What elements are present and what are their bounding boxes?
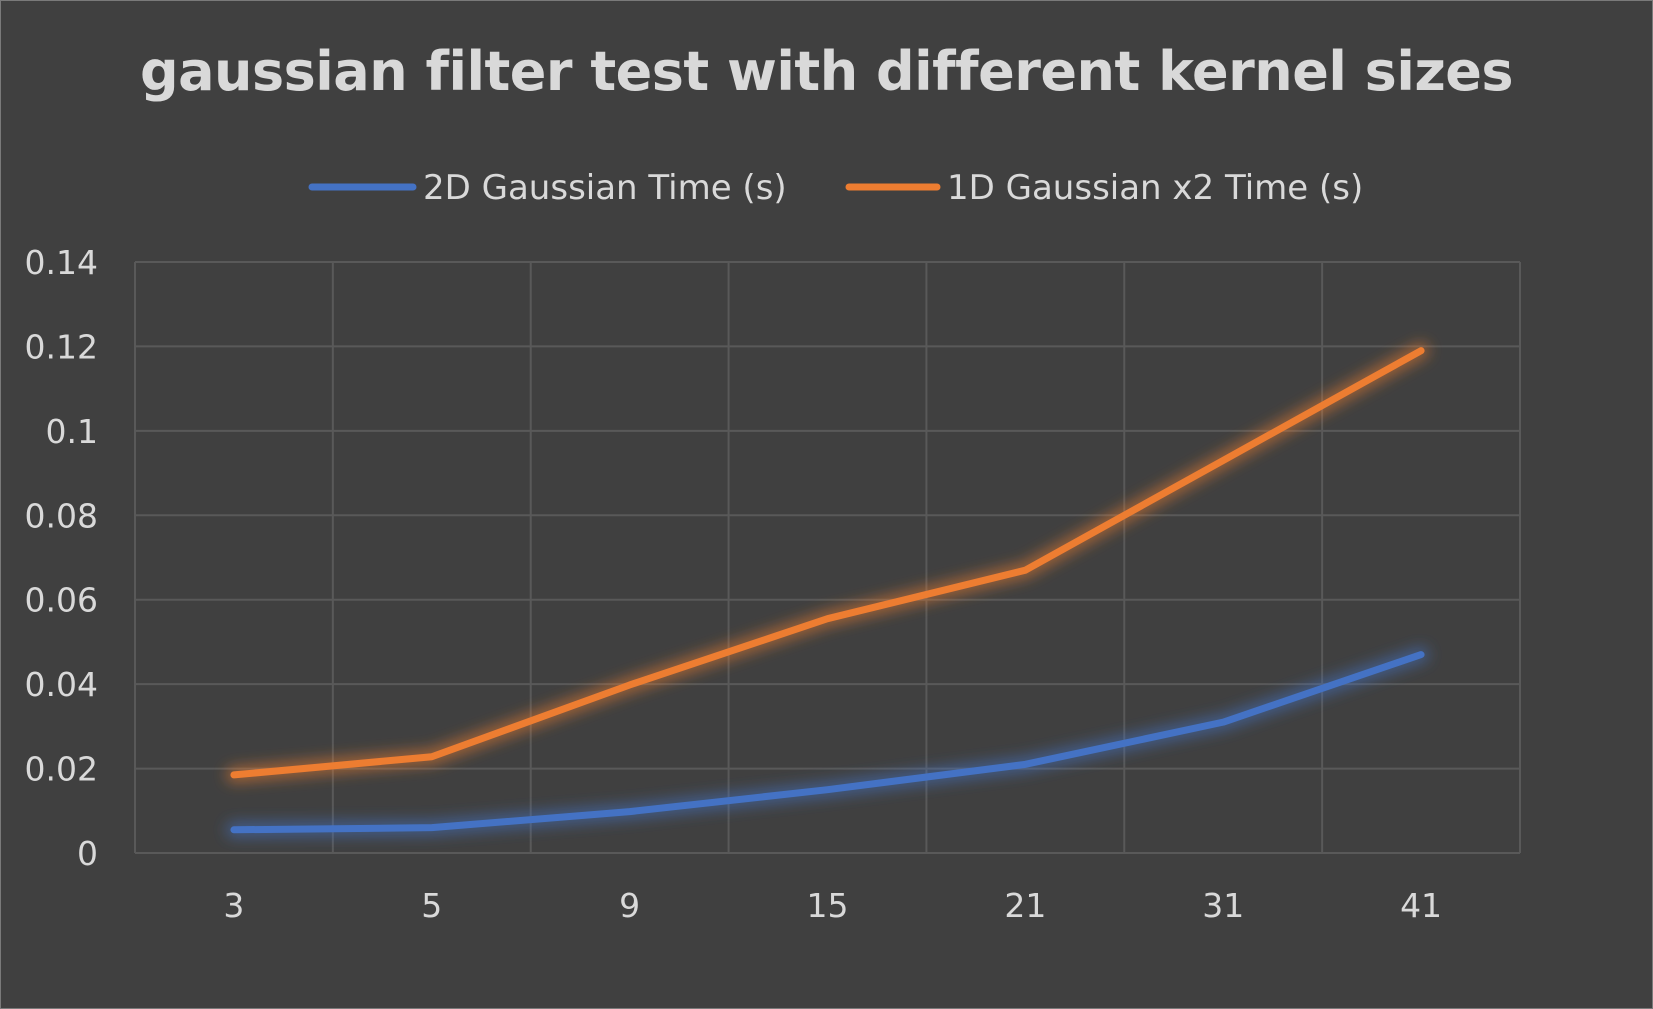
y-tick-label: 0.04 — [25, 665, 98, 704]
y-axis: 0 0.02 0.04 0.06 0.08 0.1 0.12 0.14 — [25, 243, 98, 873]
y-tick-label: 0.06 — [25, 581, 98, 620]
x-tick-label: 21 — [1004, 886, 1046, 925]
chart-title: gaussian filter test with different kern… — [139, 40, 1514, 103]
y-tick-label: 0.02 — [25, 750, 98, 789]
data-point — [826, 788, 829, 791]
x-tick-label: 31 — [1202, 886, 1244, 925]
chart-grid — [134, 261, 1521, 854]
x-axis: 3 5 9 15 21 31 41 — [223, 886, 1442, 925]
series-2 — [225, 342, 1430, 783]
data-point — [430, 755, 433, 758]
y-tick-label: 0.14 — [25, 243, 98, 282]
data-point — [1222, 459, 1225, 462]
series-group — [225, 342, 1430, 838]
series-1 — [225, 646, 1430, 838]
legend-item: 2D Gaussian Time (s) — [308, 168, 787, 208]
legend-item: 1D Gaussian x2 Time (s) — [845, 168, 1363, 208]
data-point — [1222, 721, 1225, 724]
data-point — [1024, 763, 1027, 766]
x-tick-label: 41 — [1400, 886, 1442, 925]
data-point — [1420, 349, 1423, 352]
x-tick-label: 3 — [223, 886, 244, 925]
data-point — [826, 617, 829, 620]
y-tick-label: 0.12 — [25, 327, 98, 366]
y-tick-label: 0.08 — [25, 496, 98, 535]
data-point — [232, 773, 235, 776]
x-tick-label: 9 — [619, 886, 640, 925]
data-point — [1420, 653, 1423, 656]
data-point — [1024, 569, 1027, 572]
data-point — [232, 828, 235, 831]
legend: 2D Gaussian Time (s) 1D Gaussian x2 Time … — [308, 168, 1363, 208]
legend-label: 2D Gaussian Time (s) — [423, 168, 787, 208]
y-tick-label: 0.1 — [46, 412, 98, 451]
data-point — [628, 810, 631, 813]
legend-label: 1D Gaussian x2 Time (s) — [947, 168, 1363, 208]
series-line — [230, 651, 1425, 834]
data-point — [430, 826, 433, 829]
data-point — [628, 683, 631, 686]
series-glow — [225, 646, 1430, 838]
x-tick-label: 15 — [807, 886, 849, 925]
y-tick-label: 0 — [77, 834, 98, 873]
x-tick-label: 5 — [421, 886, 442, 925]
